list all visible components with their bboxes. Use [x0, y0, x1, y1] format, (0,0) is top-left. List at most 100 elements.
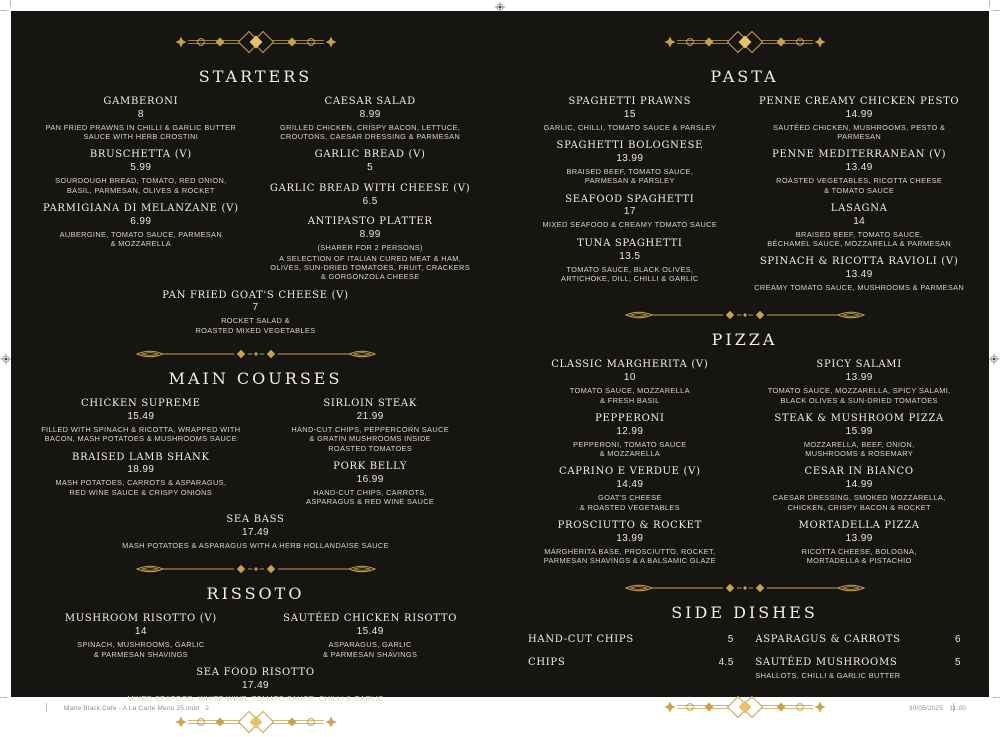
section-divider	[35, 561, 476, 577]
menu-item: CHICKEN SUPREME 15.49 FILLED WITH SPINACH …	[35, 398, 247, 443]
dish-name: PENNE CREAMY CHICKEN PESTO	[758, 96, 960, 107]
art-deco-ornament-icon	[664, 695, 825, 719]
menu-item: PAN FRIED GOAT'S CHEESE (V) 7 ROCKET SALAD…	[162, 290, 348, 335]
dish-name: TUNA SPAGHETTI	[577, 237, 683, 249]
dish-price: 4.5	[718, 657, 734, 669]
section-title: PASTA	[710, 67, 779, 86]
dish-price: 13.99	[616, 152, 644, 164]
dish-name: PROSCIUTTO & ROCKET	[557, 519, 703, 531]
document-filename: Matte Black Cafe - A La Carte Menu 25.in…	[64, 705, 210, 712]
registration-mark-icon	[988, 352, 1000, 365]
menu-columns: SPAGHETTI PRAWNS 15 GARLIC, CHILLI, TOMATO…	[524, 96, 965, 300]
menu-item: MORTADELLA PIZZA 13.99 RICOTTA CHEESE, BOL…	[753, 520, 965, 565]
dish-name: SPINACH & RICOTTA RAVIOLI (V)	[759, 256, 959, 268]
registration-mark-icon	[494, 0, 506, 13]
menu-item: PENNE MEDITERRANEAN (V) 13.49 ROASTED VEGE…	[753, 149, 965, 194]
dish-price: 15	[623, 108, 636, 120]
menu-item: MUSHROOM RISOTTO (V) 14 SPINACH, MUSHROOMS…	[35, 613, 247, 658]
dish-price: 14.99	[845, 108, 873, 120]
section-divider	[524, 580, 965, 596]
divider-ornament-icon	[135, 349, 376, 359]
dish-price: 14.49	[616, 479, 644, 491]
side-dish-column: HAND-CUT CHIPS 5 CHIPS 4.5	[528, 634, 734, 692]
dish-description: BRAISED BEEF, TOMATO SAUCE, BÉCHAMEL SAU…	[767, 229, 952, 249]
crop-mark	[10, 0, 11, 7]
dish-name: SPAGHETTI BOLOGNESE	[556, 140, 704, 152]
menu-item: LASAGNA 14 BRAISED BEEF, TOMATO SAUCE, BÉC…	[753, 203, 965, 248]
dish-price: 14	[853, 215, 866, 227]
dish-description: MIXED SEAFOOD, WHITE WINE, TOMATO SAUCE,…	[127, 693, 384, 703]
menu-item: TUNA SPAGHETTI 13.5 TOMATO SAUCE, BLACK OL…	[524, 238, 736, 283]
menu-item: STEAK & MUSHROOM PIZZA 15.99 MOZZARELLA, B…	[753, 413, 965, 458]
dish-description: TOMATO SAUCE, BLACK OLIVES, ARTICHOKE, D…	[561, 264, 699, 283]
menu-columns: MUSHROOM RISOTTO (V) 14 SPINACH, MUSHROOMS…	[35, 613, 476, 666]
menu-column: PENNE CREAMY CHICKEN PESTO 14.99 SAUTÉED C…	[753, 96, 965, 300]
menu-item: SPINACH & RICOTTA RAVIOLI (V) 13.49 CREAMY…	[753, 256, 965, 292]
side-dish-text: SAUTÉED MUSHROOMS SHALLOTS, CHILLI & GARL…	[755, 657, 900, 681]
menu-column: GAMBERONI 8 PAN FRIED PRAWNS IN CHILLI & G…	[35, 96, 247, 290]
section-title: RISSOTO	[206, 584, 305, 604]
dish-description: PEPPERONI, TOMATO SAUCE & MOZZARELLA	[573, 439, 687, 459]
menu-item: PARMIGIANA DI MELANZANE (V) 6.99 AUBERGINE…	[35, 203, 247, 248]
dish-description: TOMATO SAUCE, MOZZARELLA & FRESH BASIL	[569, 386, 690, 405]
dish-name: SEA BASS	[226, 514, 285, 526]
menu-item: BRAISED LAMB SHANK 18.99 MASH POTATOES, CA…	[35, 452, 247, 497]
menu-item: PEPPERONI 12.99 PEPPERONI, TOMATO SAUCE & …	[524, 413, 736, 458]
menu-item: CAPRINO E VERDUE (V) 14.49 GOAT'S CHEESE &…	[524, 466, 736, 511]
menu-column: SAUTÉED CHICKEN RISOTTO 15.49 ASPARAGUS, G…	[264, 613, 476, 666]
menu-columns: GAMBERONI 8 PAN FRIED PRAWNS IN CHILLI & G…	[35, 96, 476, 290]
menu-item: PROSCIUTTO & ROCKET 13.99 MARGHERITA BASE,…	[524, 520, 736, 565]
dish-name: SPAGHETTI PRAWNS	[568, 96, 692, 107]
dish-price: 15.49	[127, 410, 155, 422]
crop-mark	[989, 0, 990, 7]
side-dish-columns: HAND-CUT CHIPS 5 CHIPS 4.5 ASPARAGUS & CARRO…	[524, 632, 965, 692]
divider-ornament-icon	[624, 311, 865, 320]
menu-item: CESAR IN BIANCO 14.99 CAESAR DRESSING, SMO…	[753, 466, 965, 511]
section-title: PIZZA	[711, 330, 778, 350]
side-dish-row: SAUTÉED MUSHROOMS SHALLOTS, CHILLI & GARL…	[755, 657, 961, 681]
menu-column: SPICY SALAMI 13.99 TOMATO SAUCE, MOZZARELL…	[753, 359, 965, 573]
menu-columns: CLASSIC MARGHERITA (V) 10 TOMATO SAUCE, MO…	[524, 359, 965, 573]
dish-price: 7	[252, 302, 259, 314]
menu-column: CHICKEN SUPREME 15.49 FILLED WITH SPINACH …	[35, 398, 247, 514]
divider-ornament-icon	[135, 565, 376, 574]
dish-name: PARMIGIANA DI MELANZANE (V)	[42, 202, 239, 214]
menu-column: CAESAR SALAD 8.99 GRILLED CHICKEN, CRISPY …	[264, 96, 476, 290]
dish-description: ROASTED VEGETABLES, RICOTTA CHEESE & TOM…	[776, 176, 943, 195]
menu-columns: CHICKEN SUPREME 15.49 FILLED WITH SPINACH …	[35, 398, 476, 514]
dish-name: GARLIC BREAD (V)	[314, 149, 426, 161]
dish-description: GARLIC, CHILLI, TOMATO SAUCE & PARSLEY	[543, 122, 717, 132]
dish-price: 16.99	[356, 473, 384, 485]
dish-note: (SHARER FOR 2 PERSONS)	[317, 242, 423, 252]
section-title: MAIN COURSES	[168, 369, 343, 389]
menu-spread: STARTERS GAMBERONI 8 PAN FRIED PRAWNS IN CH…	[11, 11, 989, 734]
dish-name: CAESAR SALAD	[324, 96, 416, 107]
dish-price: 18.99	[127, 464, 155, 476]
divider-ornament-icon	[624, 584, 865, 593]
dish-price: 5.99	[130, 162, 152, 174]
dish-name: PORK BELLY	[333, 460, 408, 472]
menu-page-right: PASTA SPAGHETTI PRAWNS 15 GARLIC, CHILLI, T…	[500, 11, 989, 719]
dish-description: MIXED SEAFOOD & CREAMY TOMATO SAUCE	[542, 220, 718, 230]
dish-name: HAND-CUT CHIPS	[528, 634, 634, 646]
side-dish-text: HAND-CUT CHIPS	[528, 634, 634, 646]
dish-price: 5	[367, 162, 374, 174]
dish-description: SAUTÉED CHICKEN, MUSHROOMS, PESTO & PARM…	[773, 122, 946, 142]
dish-name: SAUTÉED MUSHROOMS	[755, 657, 898, 669]
menu-item: CAESAR SALAD 8.99 GRILLED CHICKEN, CRISPY …	[264, 96, 476, 141]
dish-name: PEPPERONI	[595, 412, 665, 424]
dish-price: 6.99	[130, 215, 152, 227]
menu-item: CLASSIC MARGHERITA (V) 10 TOMATO SAUCE, MO…	[524, 359, 736, 404]
dish-name: SIRLOIN STEAK	[323, 398, 417, 410]
dish-description: PAN FRIED PRAWNS IN CHILLI & GARLIC BUTT…	[45, 122, 237, 142]
dish-description: SPINACH, MUSHROOMS, GARLIC & PARMESAN SH…	[77, 640, 205, 659]
menu-item: GARLIC BREAD (V) 5	[264, 149, 476, 174]
dish-price: 12.99	[616, 425, 644, 437]
dish-name: STEAK & MUSHROOM PIZZA	[774, 412, 944, 424]
menu-item: ANTIPASTO PLATTER 8.99 (SHARER FOR 2 PERSO…	[264, 216, 476, 282]
dish-name: CESAR IN BIANCO	[804, 466, 914, 478]
dish-price: 13.49	[845, 269, 873, 281]
dish-description: A SELECTION OF ITALIAN CURED MEAT & HAM,…	[270, 253, 471, 282]
dish-description: ROCKET SALAD & ROASTED MIXED VEGETABLES	[195, 316, 316, 335]
side-dish-column: ASPARAGUS & CARROTS 6 SAUTÉED MUSHROOMS SHA…	[755, 634, 961, 692]
